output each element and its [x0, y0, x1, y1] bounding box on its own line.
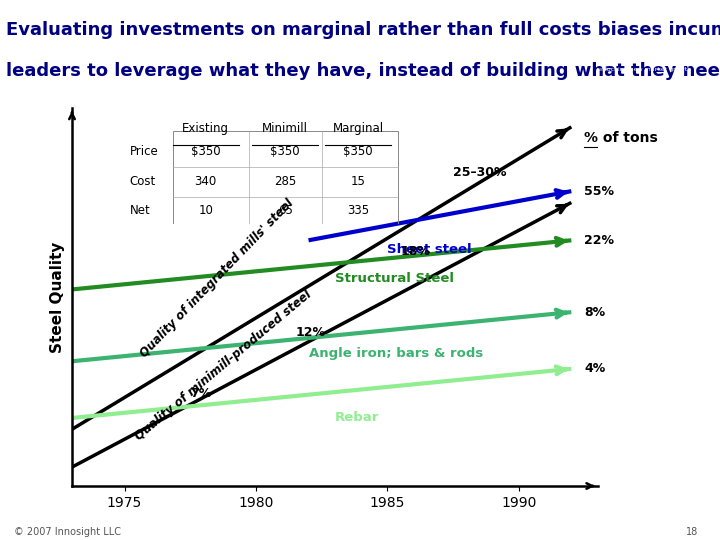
Text: Quality of integrated mills' steel: Quality of integrated mills' steel	[138, 197, 296, 360]
Text: Angle iron; bars & rods: Angle iron; bars & rods	[308, 347, 483, 360]
Text: 25–30%: 25–30%	[453, 166, 507, 179]
Text: leaders to leverage what they have, instead of building what they need: leaders to leverage what they have, inst…	[6, 62, 720, 80]
Text: Existing: Existing	[182, 122, 229, 135]
Text: Marginal: Marginal	[333, 122, 384, 135]
Text: 15: 15	[351, 174, 366, 187]
Text: Price: Price	[130, 145, 158, 158]
Bar	[173, 131, 397, 224]
Text: 4%: 4%	[585, 362, 606, 375]
Y-axis label: Steel Quality: Steel Quality	[50, 241, 65, 353]
Text: 8%: 8%	[585, 306, 606, 319]
Text: Evaluating investments on marginal rather than full costs biases incumbent: Evaluating investments on marginal rathe…	[6, 22, 720, 39]
Text: % of tons: % of tons	[585, 131, 658, 145]
Text: 340: 340	[194, 174, 217, 187]
Text: © 2007 Innosight LLC: © 2007 Innosight LLC	[14, 526, 122, 537]
Text: Quality of minimill-produced steel: Quality of minimill-produced steel	[132, 287, 314, 443]
Text: unlocking new market growth: unlocking new market growth	[597, 68, 691, 72]
Text: $350: $350	[343, 145, 373, 158]
Text: Minimill: Minimill	[262, 122, 308, 135]
Text: 18%: 18%	[400, 245, 431, 258]
Text: Rebar: Rebar	[335, 411, 379, 424]
Text: 7%: 7%	[190, 387, 212, 400]
Text: Net: Net	[130, 204, 150, 217]
Text: Structural Steel: Structural Steel	[335, 272, 454, 285]
Text: 22%: 22%	[585, 234, 614, 247]
Text: $350: $350	[270, 145, 300, 158]
Text: 10: 10	[198, 204, 213, 217]
Text: 335: 335	[347, 204, 369, 217]
Text: 12%: 12%	[295, 326, 325, 340]
Text: Sheet steel: Sheet steel	[387, 243, 472, 256]
Text: 18: 18	[686, 526, 698, 537]
Text: 55%: 55%	[585, 185, 614, 198]
Text: 65: 65	[278, 204, 292, 217]
Text: Cost: Cost	[130, 174, 156, 187]
Text: 285: 285	[274, 174, 296, 187]
Text: $350: $350	[191, 145, 220, 158]
Text: INNOSIGHT: INNOSIGHT	[605, 35, 683, 48]
